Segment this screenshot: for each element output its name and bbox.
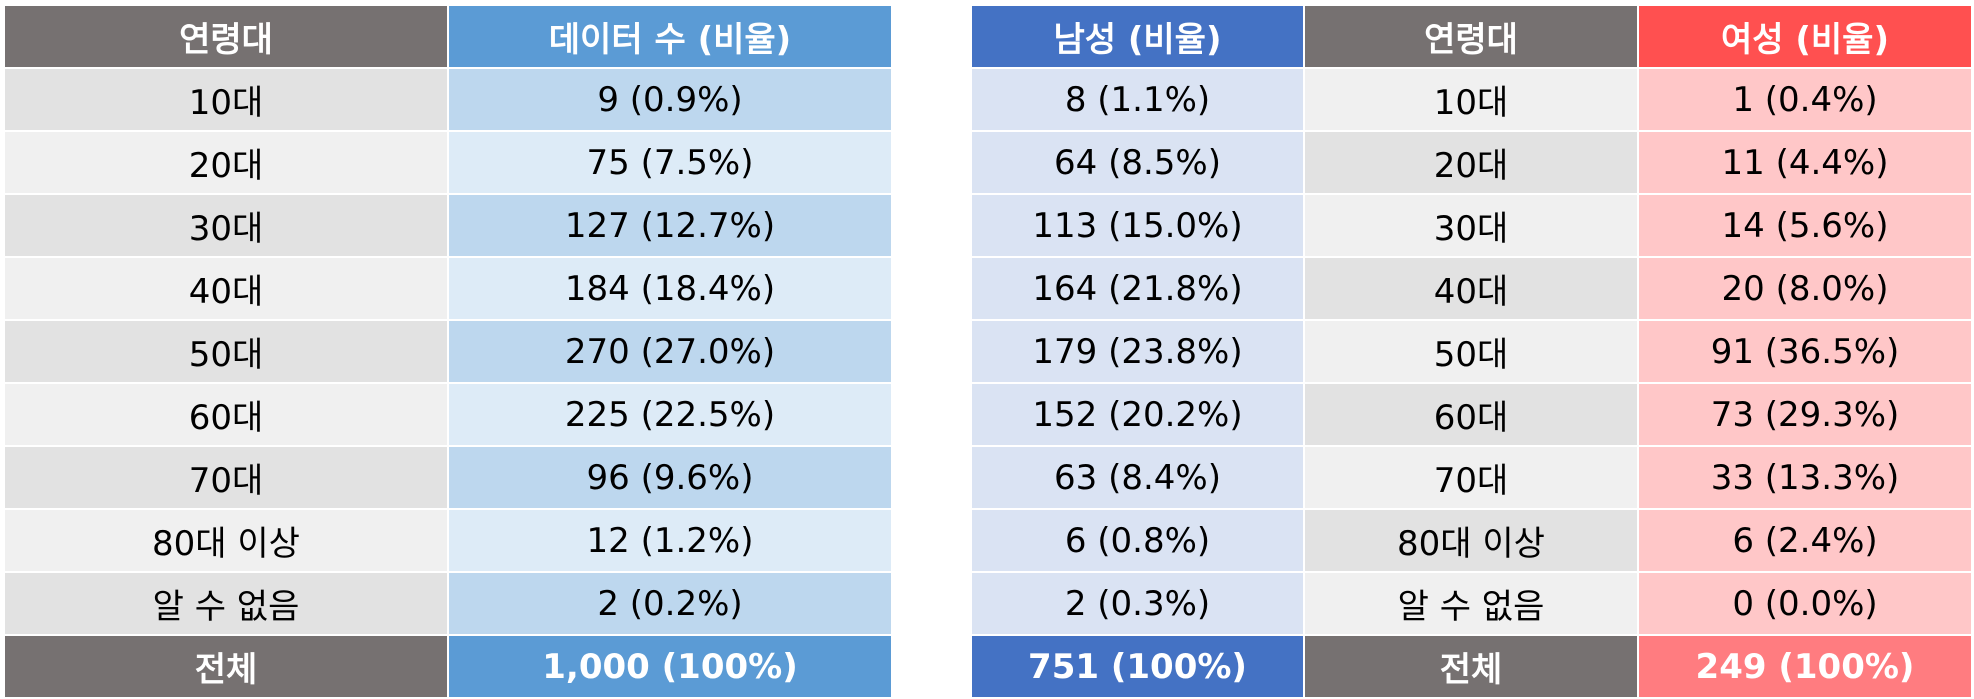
total-label: 전체 xyxy=(3,634,449,699)
female-total-count: 249 (100%) xyxy=(1637,634,1973,699)
table-row: 80대 이상 12 (1.2%) xyxy=(3,508,893,573)
age-group-cell: 알 수 없음 xyxy=(1303,571,1639,636)
age-group-cell: 60대 xyxy=(1303,382,1639,447)
age-group-header: 연령대 xyxy=(1303,4,1639,69)
age-group-cell: 80대 이상 xyxy=(3,508,449,573)
male-count-cell: 63 (8.4%) xyxy=(970,445,1305,510)
female-count-cell: 20 (8.0%) xyxy=(1637,256,1973,321)
data-count-cell: 2 (0.2%) xyxy=(447,571,893,636)
male-count-cell: 6 (0.8%) xyxy=(970,508,1305,573)
data-count-cell: 75 (7.5%) xyxy=(447,130,893,195)
table-row: 10대 9 (0.9%) xyxy=(3,67,893,132)
table-row: 113 (15.0%) 30대 14 (5.6%) xyxy=(970,193,1973,258)
age-group-cell: 40대 xyxy=(3,256,449,321)
table-row: 164 (21.8%) 40대 20 (8.0%) xyxy=(970,256,1973,321)
table-row: 20대 75 (7.5%) xyxy=(3,130,893,195)
table-row: 60대 225 (22.5%) xyxy=(3,382,893,447)
table-row: 63 (8.4%) 70대 33 (13.3%) xyxy=(970,445,1973,510)
male-total-count: 751 (100%) xyxy=(970,634,1305,699)
table-row: 40대 184 (18.4%) xyxy=(3,256,893,321)
data-count-cell: 96 (9.6%) xyxy=(447,445,893,510)
male-count-cell: 64 (8.5%) xyxy=(970,130,1305,195)
age-group-cell: 40대 xyxy=(1303,256,1639,321)
data-count-cell: 225 (22.5%) xyxy=(447,382,893,447)
age-group-cell: 20대 xyxy=(1303,130,1639,195)
female-count-cell: 0 (0.0%) xyxy=(1637,571,1973,636)
male-count-header: 남성 (비율) xyxy=(970,4,1305,69)
data-count-cell: 9 (0.9%) xyxy=(447,67,893,132)
male-count-cell: 8 (1.1%) xyxy=(970,67,1305,132)
table-row: 70대 96 (9.6%) xyxy=(3,445,893,510)
female-count-cell: 33 (13.3%) xyxy=(1637,445,1973,510)
age-group-cell: 80대 이상 xyxy=(1303,508,1639,573)
age-group-cell: 50대 xyxy=(3,319,449,384)
table-row: 2 (0.3%) 알 수 없음 0 (0.0%) xyxy=(970,571,1973,636)
male-count-cell: 2 (0.3%) xyxy=(970,571,1305,636)
female-count-cell: 91 (36.5%) xyxy=(1637,319,1973,384)
data-count-header: 데이터 수 (비율) xyxy=(447,4,893,69)
age-group-cell: 20대 xyxy=(3,130,449,195)
data-count-cell: 127 (12.7%) xyxy=(447,193,893,258)
table-row: 64 (8.5%) 20대 11 (4.4%) xyxy=(970,130,1973,195)
table-header-row: 남성 (비율) 연령대 여성 (비율) xyxy=(970,4,1973,69)
data-count-cell: 184 (18.4%) xyxy=(447,256,893,321)
male-count-cell: 152 (20.2%) xyxy=(970,382,1305,447)
age-group-header: 연령대 xyxy=(3,4,449,69)
data-count-cell: 12 (1.2%) xyxy=(447,508,893,573)
age-distribution-table: 연령대 데이터 수 (비율) 10대 9 (0.9%) 20대 75 (7.5%) 30… xyxy=(3,4,893,699)
age-group-cell: 70대 xyxy=(3,445,449,510)
female-count-header: 여성 (비율) xyxy=(1637,4,1973,69)
total-row: 751 (100%) 전체 249 (100%) xyxy=(970,634,1973,699)
male-count-cell: 164 (21.8%) xyxy=(970,256,1305,321)
male-count-cell: 113 (15.0%) xyxy=(970,193,1305,258)
age-group-cell: 50대 xyxy=(1303,319,1639,384)
age-group-cell: 70대 xyxy=(1303,445,1639,510)
total-row: 전체 1,000 (100%) xyxy=(3,634,893,699)
age-group-cell: 10대 xyxy=(3,67,449,132)
female-count-cell: 73 (29.3%) xyxy=(1637,382,1973,447)
table-row: 152 (20.2%) 60대 73 (29.3%) xyxy=(970,382,1973,447)
table-row: 알 수 없음 2 (0.2%) xyxy=(3,571,893,636)
male-count-cell: 179 (23.8%) xyxy=(970,319,1305,384)
table-row: 50대 270 (27.0%) xyxy=(3,319,893,384)
total-label: 전체 xyxy=(1303,634,1639,699)
table-row: 8 (1.1%) 10대 1 (0.4%) xyxy=(970,67,1973,132)
age-group-cell: 알 수 없음 xyxy=(3,571,449,636)
female-count-cell: 11 (4.4%) xyxy=(1637,130,1973,195)
data-count-cell: 270 (27.0%) xyxy=(447,319,893,384)
age-group-cell: 60대 xyxy=(3,382,449,447)
female-count-cell: 6 (2.4%) xyxy=(1637,508,1973,573)
age-group-cell: 30대 xyxy=(3,193,449,258)
age-group-cell: 30대 xyxy=(1303,193,1639,258)
table-row: 6 (0.8%) 80대 이상 6 (2.4%) xyxy=(970,508,1973,573)
age-group-cell: 10대 xyxy=(1303,67,1639,132)
total-count: 1,000 (100%) xyxy=(447,634,893,699)
female-count-cell: 1 (0.4%) xyxy=(1637,67,1973,132)
table-row: 30대 127 (12.7%) xyxy=(3,193,893,258)
gender-age-distribution-table: 남성 (비율) 연령대 여성 (비율) 8 (1.1%) 10대 1 (0.4%) 6… xyxy=(970,4,1973,699)
table-row: 179 (23.8%) 50대 91 (36.5%) xyxy=(970,319,1973,384)
female-count-cell: 14 (5.6%) xyxy=(1637,193,1973,258)
table-header-row: 연령대 데이터 수 (비율) xyxy=(3,4,893,69)
